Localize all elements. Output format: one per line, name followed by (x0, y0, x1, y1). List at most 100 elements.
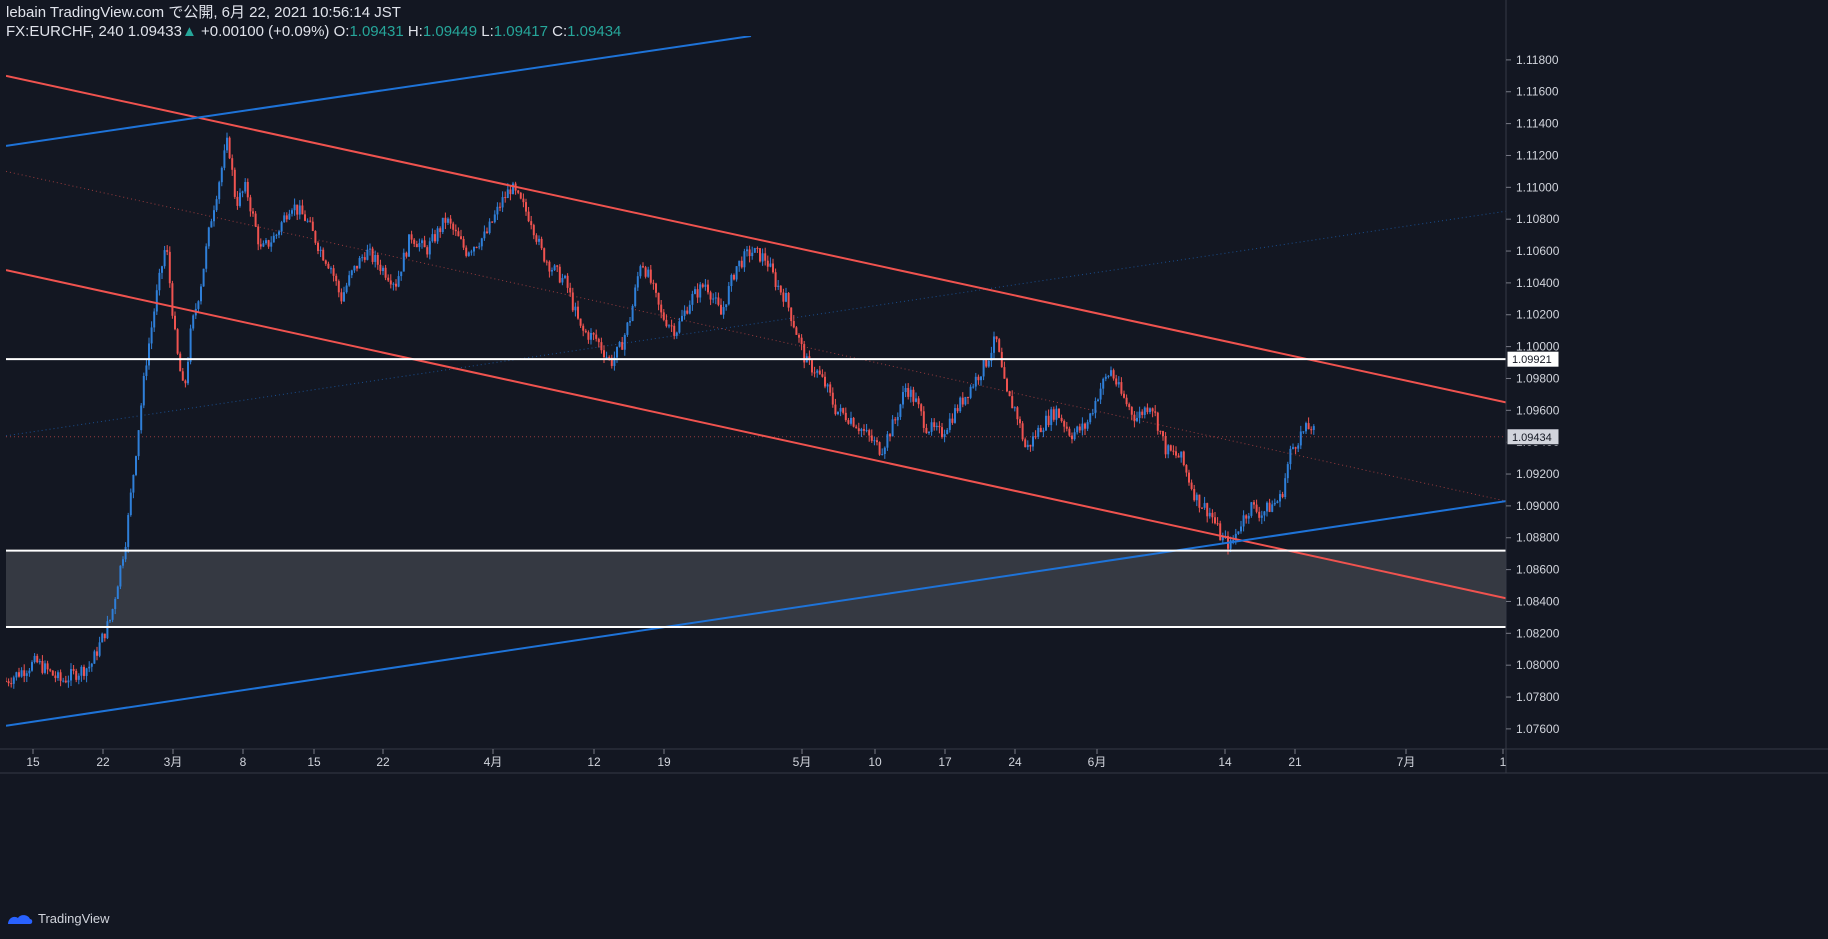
candle-body (470, 251, 473, 253)
candle-body (683, 310, 686, 316)
candle-body (865, 430, 868, 432)
candle-body (410, 234, 413, 240)
candle-body (969, 386, 972, 398)
y-tick-label: 1.11400 (1516, 117, 1559, 131)
candle-body (733, 274, 735, 280)
x-tick-label: 15 (307, 755, 321, 769)
candle-body (917, 398, 920, 405)
candle-body (280, 222, 283, 232)
candle-body (51, 670, 54, 676)
price-badge-label-0: 1.09921 (1512, 354, 1552, 366)
candle-body (779, 285, 782, 293)
candle-body (298, 205, 301, 215)
candle-body (345, 285, 348, 293)
candle-body (114, 598, 117, 610)
candle-body (868, 430, 871, 436)
candle-body (150, 327, 153, 344)
candle-body (1276, 501, 1279, 503)
tradingview-logo-icon (8, 914, 33, 924)
candle-body (1266, 502, 1268, 512)
y-tick-label: 1.07600 (1516, 722, 1560, 736)
candle-body (1232, 539, 1235, 541)
candle-body (629, 320, 631, 323)
candle-body (777, 285, 780, 287)
candle-body (106, 621, 109, 639)
candle-body (1305, 423, 1307, 432)
candle-body (561, 277, 564, 283)
candle-body (174, 315, 176, 330)
candle-body (153, 311, 156, 328)
candle-body (678, 321, 681, 333)
low-label: L: (481, 23, 494, 40)
candle-body (379, 264, 382, 272)
candle-body (1026, 444, 1029, 448)
candle-body (1117, 382, 1120, 385)
candle-body (98, 642, 101, 656)
candle-body (241, 191, 244, 193)
price-badge-0 (1506, 350, 1560, 368)
candle-body (426, 247, 429, 255)
candle-body (610, 357, 613, 366)
close-value: 1.09434 (567, 23, 622, 40)
candle-body (1021, 423, 1024, 440)
candle-body (878, 442, 881, 455)
candle-body (956, 408, 959, 412)
candle-body (894, 419, 897, 421)
open-label: O: (333, 23, 350, 40)
candle-body (1258, 511, 1261, 518)
candle-body (400, 271, 403, 277)
high-value: 1.09449 (422, 23, 478, 40)
candle-body (93, 651, 96, 664)
candle-body (652, 282, 655, 284)
candle-body (491, 221, 494, 223)
candle-body (938, 425, 941, 428)
candle-body (1143, 407, 1146, 415)
candle-body (226, 137, 228, 151)
candle-body (296, 204, 299, 215)
candle-body (358, 258, 361, 269)
candle-body (72, 669, 75, 671)
x-tick-label: 4月 (484, 755, 503, 769)
candle-body (62, 680, 65, 682)
candle-body (790, 307, 793, 322)
candle-body (1099, 388, 1102, 400)
candle-body (847, 420, 850, 424)
candle-body (1110, 370, 1112, 376)
candle-body (335, 275, 338, 282)
y-tick-label: 1.07800 (1516, 690, 1560, 704)
candle-body (1198, 494, 1201, 508)
price-change: +0.00100 (+0.09%) (200, 23, 330, 40)
symbol-ohlc: FX:EURCHF, 240 1.09433▲ +0.00100 (+0.09%… (6, 22, 621, 41)
candle-body (444, 217, 447, 223)
candle-body (881, 454, 884, 456)
candle-body (613, 357, 616, 366)
candle-body (748, 249, 751, 257)
candle-body (304, 214, 306, 221)
candle-body (1058, 408, 1060, 418)
candle-body (384, 267, 387, 278)
candle-body (67, 680, 70, 683)
candle-body (1120, 382, 1123, 394)
candle-body (332, 268, 335, 276)
candle-body (1297, 445, 1300, 449)
candle-body (1292, 447, 1294, 449)
candle-body (85, 668, 88, 676)
candle-body (205, 246, 208, 269)
candle-body (517, 190, 520, 193)
candle-body (504, 197, 507, 199)
candle-body (1146, 407, 1149, 413)
candle-body (171, 283, 174, 316)
candle-body (265, 240, 267, 244)
candle-body (77, 675, 80, 680)
candle-body (371, 248, 374, 262)
candle-body (909, 389, 912, 397)
candle-body (857, 428, 860, 432)
candle-body (1302, 431, 1305, 433)
candle-body (415, 243, 418, 248)
candle-body (28, 670, 31, 674)
candle-body (1073, 432, 1076, 440)
candle-body (535, 235, 538, 242)
candle-body (696, 289, 699, 298)
candle-body (257, 226, 260, 245)
